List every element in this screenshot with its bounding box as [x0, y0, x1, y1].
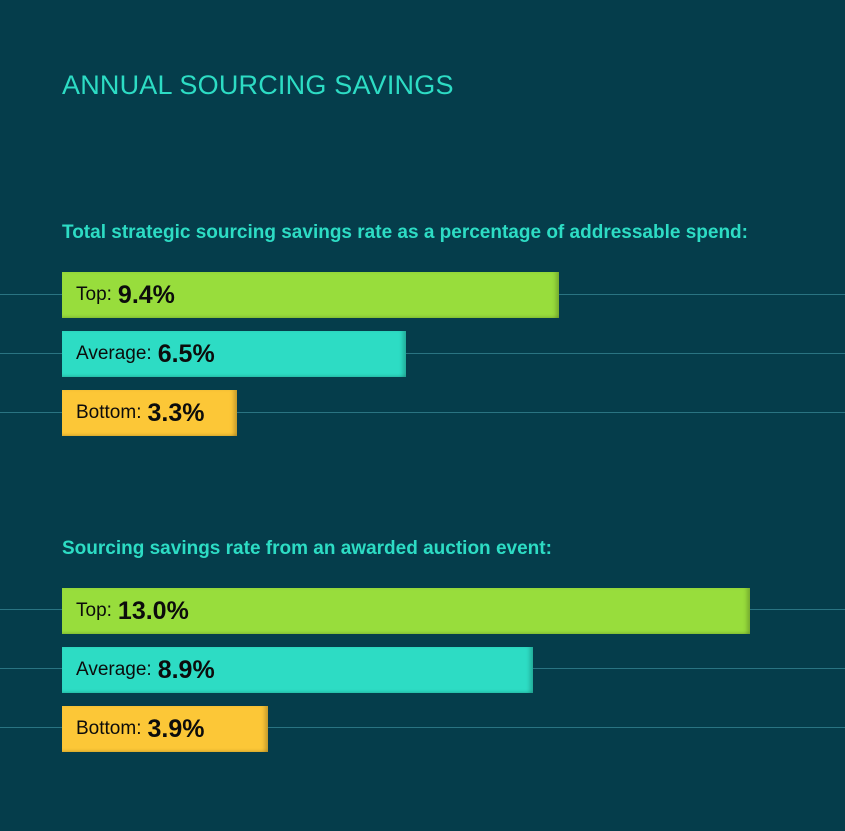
bar-value-label: 8.9%	[157, 655, 215, 684]
bar-top: Top: 13.0%	[62, 588, 750, 634]
guide-line	[0, 353, 845, 354]
chart-title: Sourcing savings rate from an awarded au…	[62, 538, 552, 559]
bar-value-label: 3.3%	[147, 398, 205, 427]
bar-bottom: Bottom: 3.3%	[62, 390, 237, 436]
bar-label: Average:	[76, 659, 152, 680]
bar-label: Bottom:	[76, 402, 142, 423]
bar-label: Top:	[76, 600, 112, 621]
bar-average: Average: 6.5%	[62, 331, 406, 377]
bar-label: Top:	[76, 284, 112, 305]
bar-label: Bottom:	[76, 718, 142, 739]
bar-value-label: 3.9%	[147, 714, 205, 743]
bar-average: Average: 8.9%	[62, 647, 533, 693]
bar-value-label: 13.0%	[117, 596, 189, 625]
bar-value-label: 9.4%	[117, 280, 175, 309]
guide-line	[0, 412, 845, 413]
bar-value-label: 6.5%	[157, 339, 215, 368]
bar-label: Average:	[76, 343, 152, 364]
bar-bottom: Bottom: 3.9%	[62, 706, 268, 752]
guide-line	[0, 727, 845, 728]
bar-top: Top: 9.4%	[62, 272, 559, 318]
page-title: ANNUAL SOURCING SAVINGS	[62, 70, 454, 100]
chart-title: Total strategic sourcing savings rate as…	[62, 222, 748, 243]
